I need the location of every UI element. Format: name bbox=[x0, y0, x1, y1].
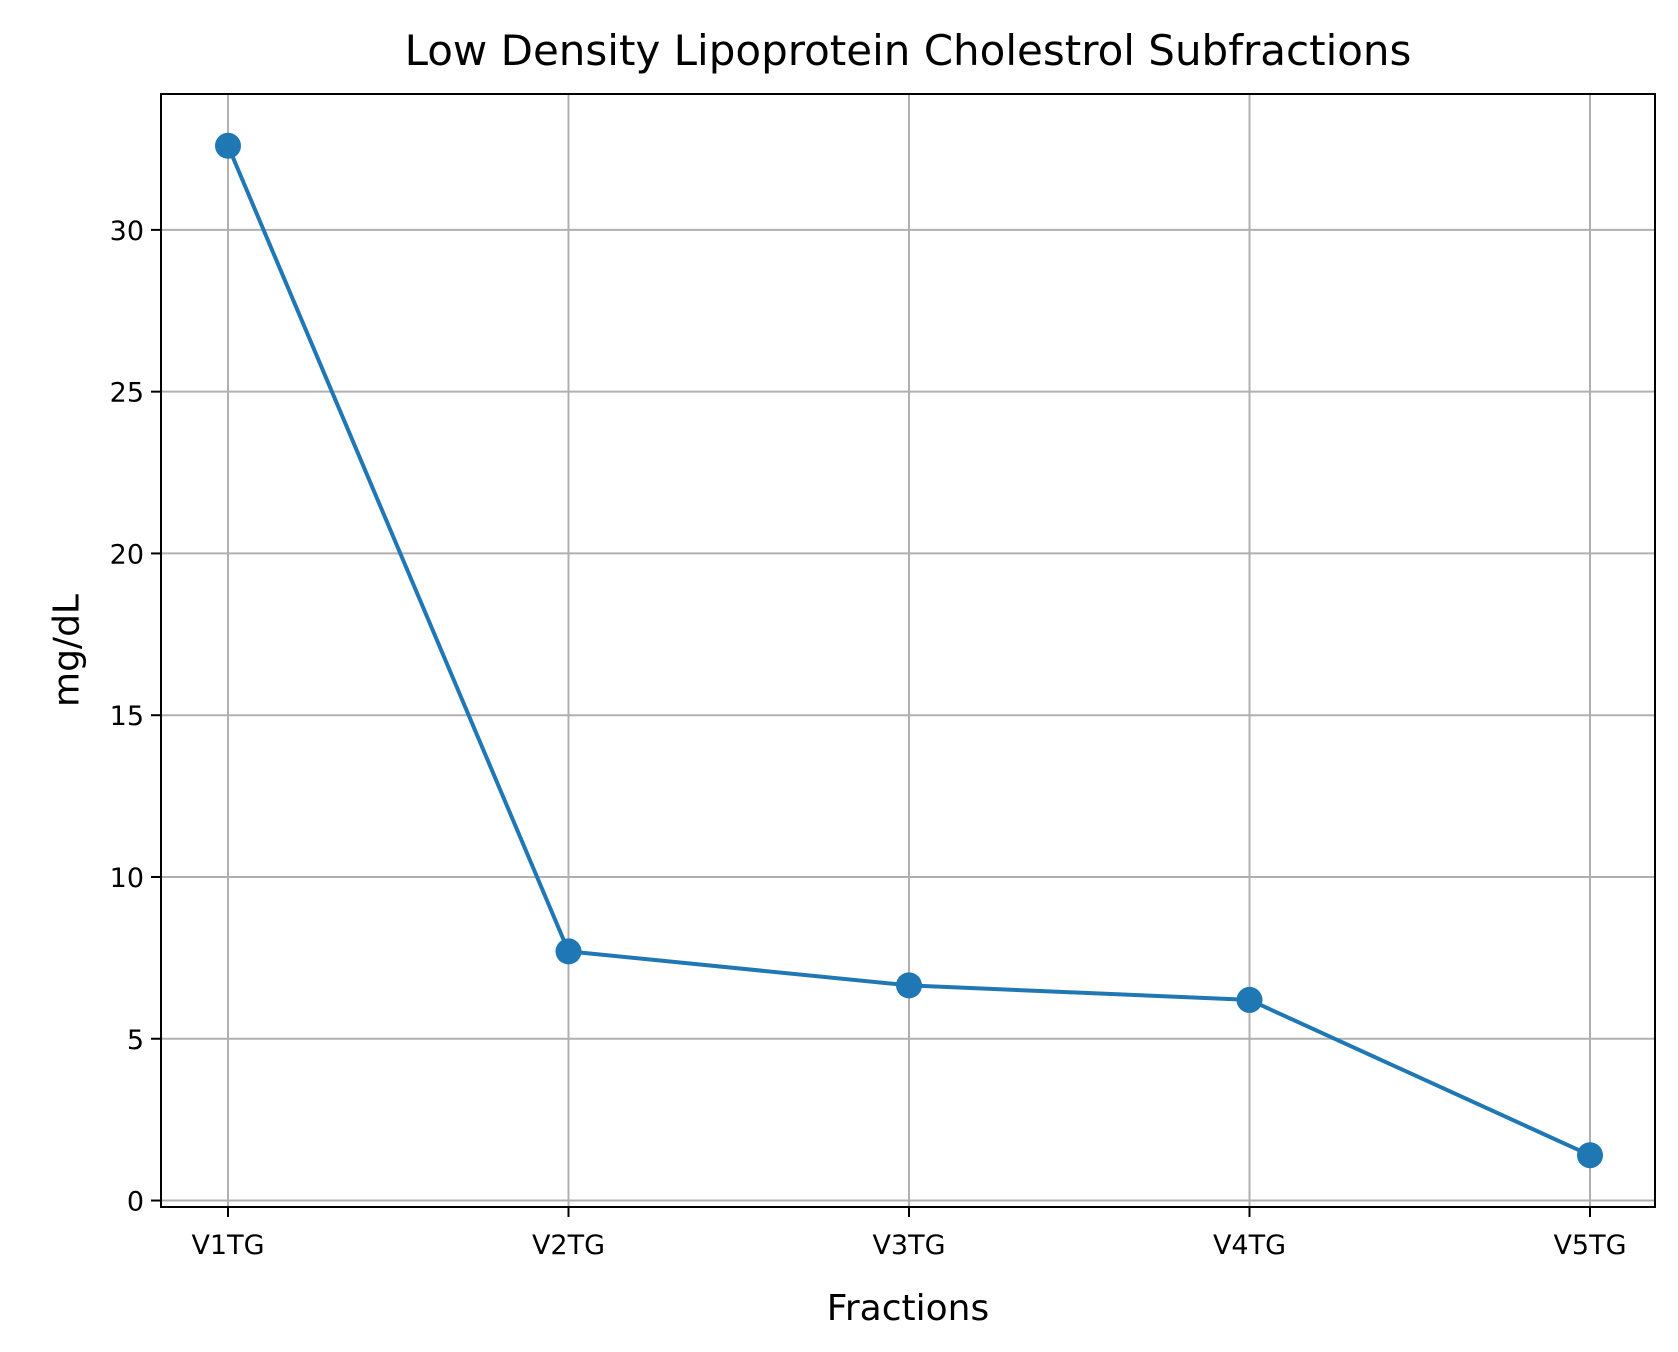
y-tick-label: 25 bbox=[110, 378, 144, 409]
x-tick-label: V3TG bbox=[872, 1230, 945, 1261]
y-tick-label: 30 bbox=[110, 216, 144, 247]
axis-ticks: V1TG V2TG V3TG V4TG V5TG 0 5 10 15 20 25 30 bbox=[110, 216, 1627, 1261]
y-axis-label: mg/dL bbox=[47, 594, 88, 707]
y-tick-label: 0 bbox=[127, 1187, 144, 1218]
y-tick-label: 15 bbox=[110, 701, 144, 732]
y-tick-label: 10 bbox=[110, 863, 144, 894]
x-tick-label: V5TG bbox=[1553, 1230, 1626, 1261]
y-tick-label: 20 bbox=[110, 539, 144, 570]
y-tick-label: 5 bbox=[127, 1025, 144, 1056]
x-tick-label: V1TG bbox=[191, 1230, 264, 1261]
data-point bbox=[896, 972, 922, 999]
x-tick-label: V2TG bbox=[532, 1230, 605, 1261]
grid bbox=[161, 94, 1655, 1207]
x-tick-label: V4TG bbox=[1213, 1230, 1286, 1261]
data-point bbox=[1577, 1142, 1603, 1169]
chart-title: Low Density Lipoprotein Cholestrol Subfr… bbox=[405, 26, 1412, 75]
x-axis-label: Fractions bbox=[827, 1288, 989, 1329]
series-layer bbox=[215, 132, 1603, 1169]
data-point bbox=[215, 132, 241, 159]
plot-area-frame bbox=[160, 93, 1656, 1208]
data-point bbox=[555, 938, 582, 965]
data-point bbox=[1236, 986, 1263, 1013]
